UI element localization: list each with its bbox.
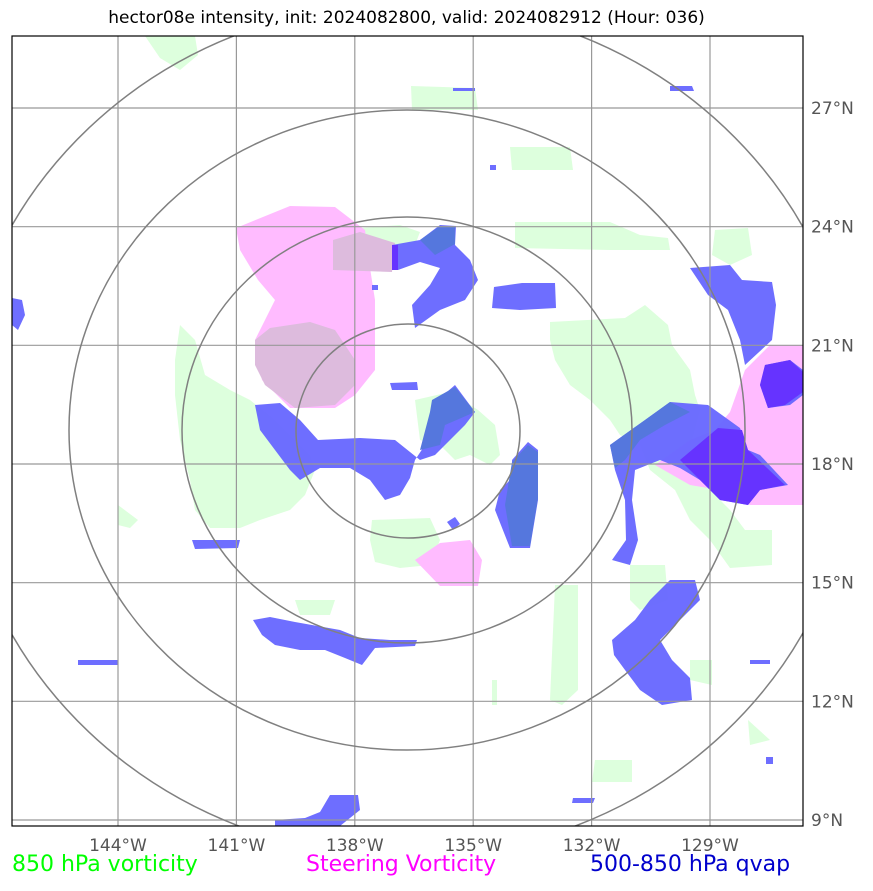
qvap-patch — [766, 757, 773, 764]
legend-steering-vorticity: Steering Vorticity — [306, 852, 497, 877]
y-tick-label: 24°N — [811, 218, 854, 238]
x-tick-labels: 144°W 141°W 138°W 135°W 132°W 129°W — [89, 836, 739, 856]
y-tick-label: 15°N — [811, 574, 854, 594]
legend-qvap: 500-850 hPa qvap — [590, 852, 791, 877]
vorticity-patch — [175, 325, 315, 528]
vorticity-patch — [411, 86, 478, 110]
qvap-patch — [492, 283, 556, 310]
qvap-patch — [750, 660, 770, 664]
y-tick-label: 12°N — [811, 692, 854, 712]
qvap-overlap-patch — [392, 245, 398, 270]
vorticity-patch — [118, 505, 138, 528]
qvap-patch — [253, 617, 417, 665]
vorticity-patch — [550, 585, 578, 705]
x-tick-label: 129°W — [681, 836, 739, 856]
vorticity-patch — [592, 760, 632, 782]
y-tick-label: 9°N — [811, 811, 843, 831]
vorticity-patch — [145, 36, 198, 70]
range-ring-2 — [181, 216, 633, 644]
vorticity-patch — [712, 228, 752, 265]
x-tick-label: 135°W — [444, 836, 502, 856]
qvap-overlap-patch — [505, 445, 538, 546]
x-tick-label: 138°W — [326, 836, 384, 856]
vorticity-patch — [295, 600, 335, 615]
qvap-overlap-patch — [760, 360, 803, 408]
qvap-overlap-patch — [610, 402, 690, 468]
range-rings — [12, 36, 803, 826]
vorticity-patch — [748, 720, 770, 745]
vorticity-patch — [515, 222, 670, 250]
x-tick-label: 141°W — [208, 836, 266, 856]
y-tick-label: 27°N — [811, 99, 854, 119]
qvap-overlap-patch — [420, 226, 455, 255]
x-tick-label: 132°W — [563, 836, 621, 856]
x-tick-label: 144°W — [89, 836, 147, 856]
qvap-overlap-patch — [680, 428, 785, 505]
overlap-patch — [333, 232, 395, 272]
map-title: hector08e intensity, init: 2024082800, v… — [108, 8, 705, 28]
qvap-patch — [392, 225, 478, 328]
qvap-patch — [612, 580, 700, 705]
y-tick-label: 21°N — [811, 336, 854, 356]
vorticity-patch — [690, 660, 712, 685]
steering-overlap-layer — [255, 232, 395, 408]
qvap-patch — [490, 165, 496, 170]
qvap-patch — [275, 795, 360, 826]
qvap-patch — [12, 298, 25, 330]
qvap-layer — [12, 86, 803, 826]
qvap-dark-layer — [392, 245, 803, 505]
qvap-patch — [453, 88, 475, 91]
gridlines — [12, 36, 803, 826]
range-ring-3 — [68, 109, 746, 751]
qvap-patch — [255, 385, 475, 500]
legend-vorticity-850: 850 hPa vorticity — [12, 852, 198, 877]
qvap-green-overlap — [420, 226, 690, 546]
qvap-patch — [372, 285, 378, 290]
qvap-patch — [78, 660, 118, 665]
qvap-patch — [572, 798, 595, 803]
qvap-patch — [192, 540, 240, 549]
steering-patch — [415, 540, 482, 586]
vorticity-patch — [510, 147, 573, 170]
qvap-patch — [690, 265, 776, 365]
overlap-patch — [255, 322, 355, 408]
range-ring-1 — [295, 323, 521, 539]
qvap-overlap-patch — [420, 387, 475, 450]
y-tick-label: 18°N — [811, 455, 854, 475]
plot-frame — [11, 35, 804, 827]
y-tick-labels: 27°N 24°N 21°N 18°N 15°N 12°N 9°N — [811, 99, 854, 831]
qvap-patch — [390, 382, 418, 390]
vorticity-patch — [492, 680, 497, 705]
